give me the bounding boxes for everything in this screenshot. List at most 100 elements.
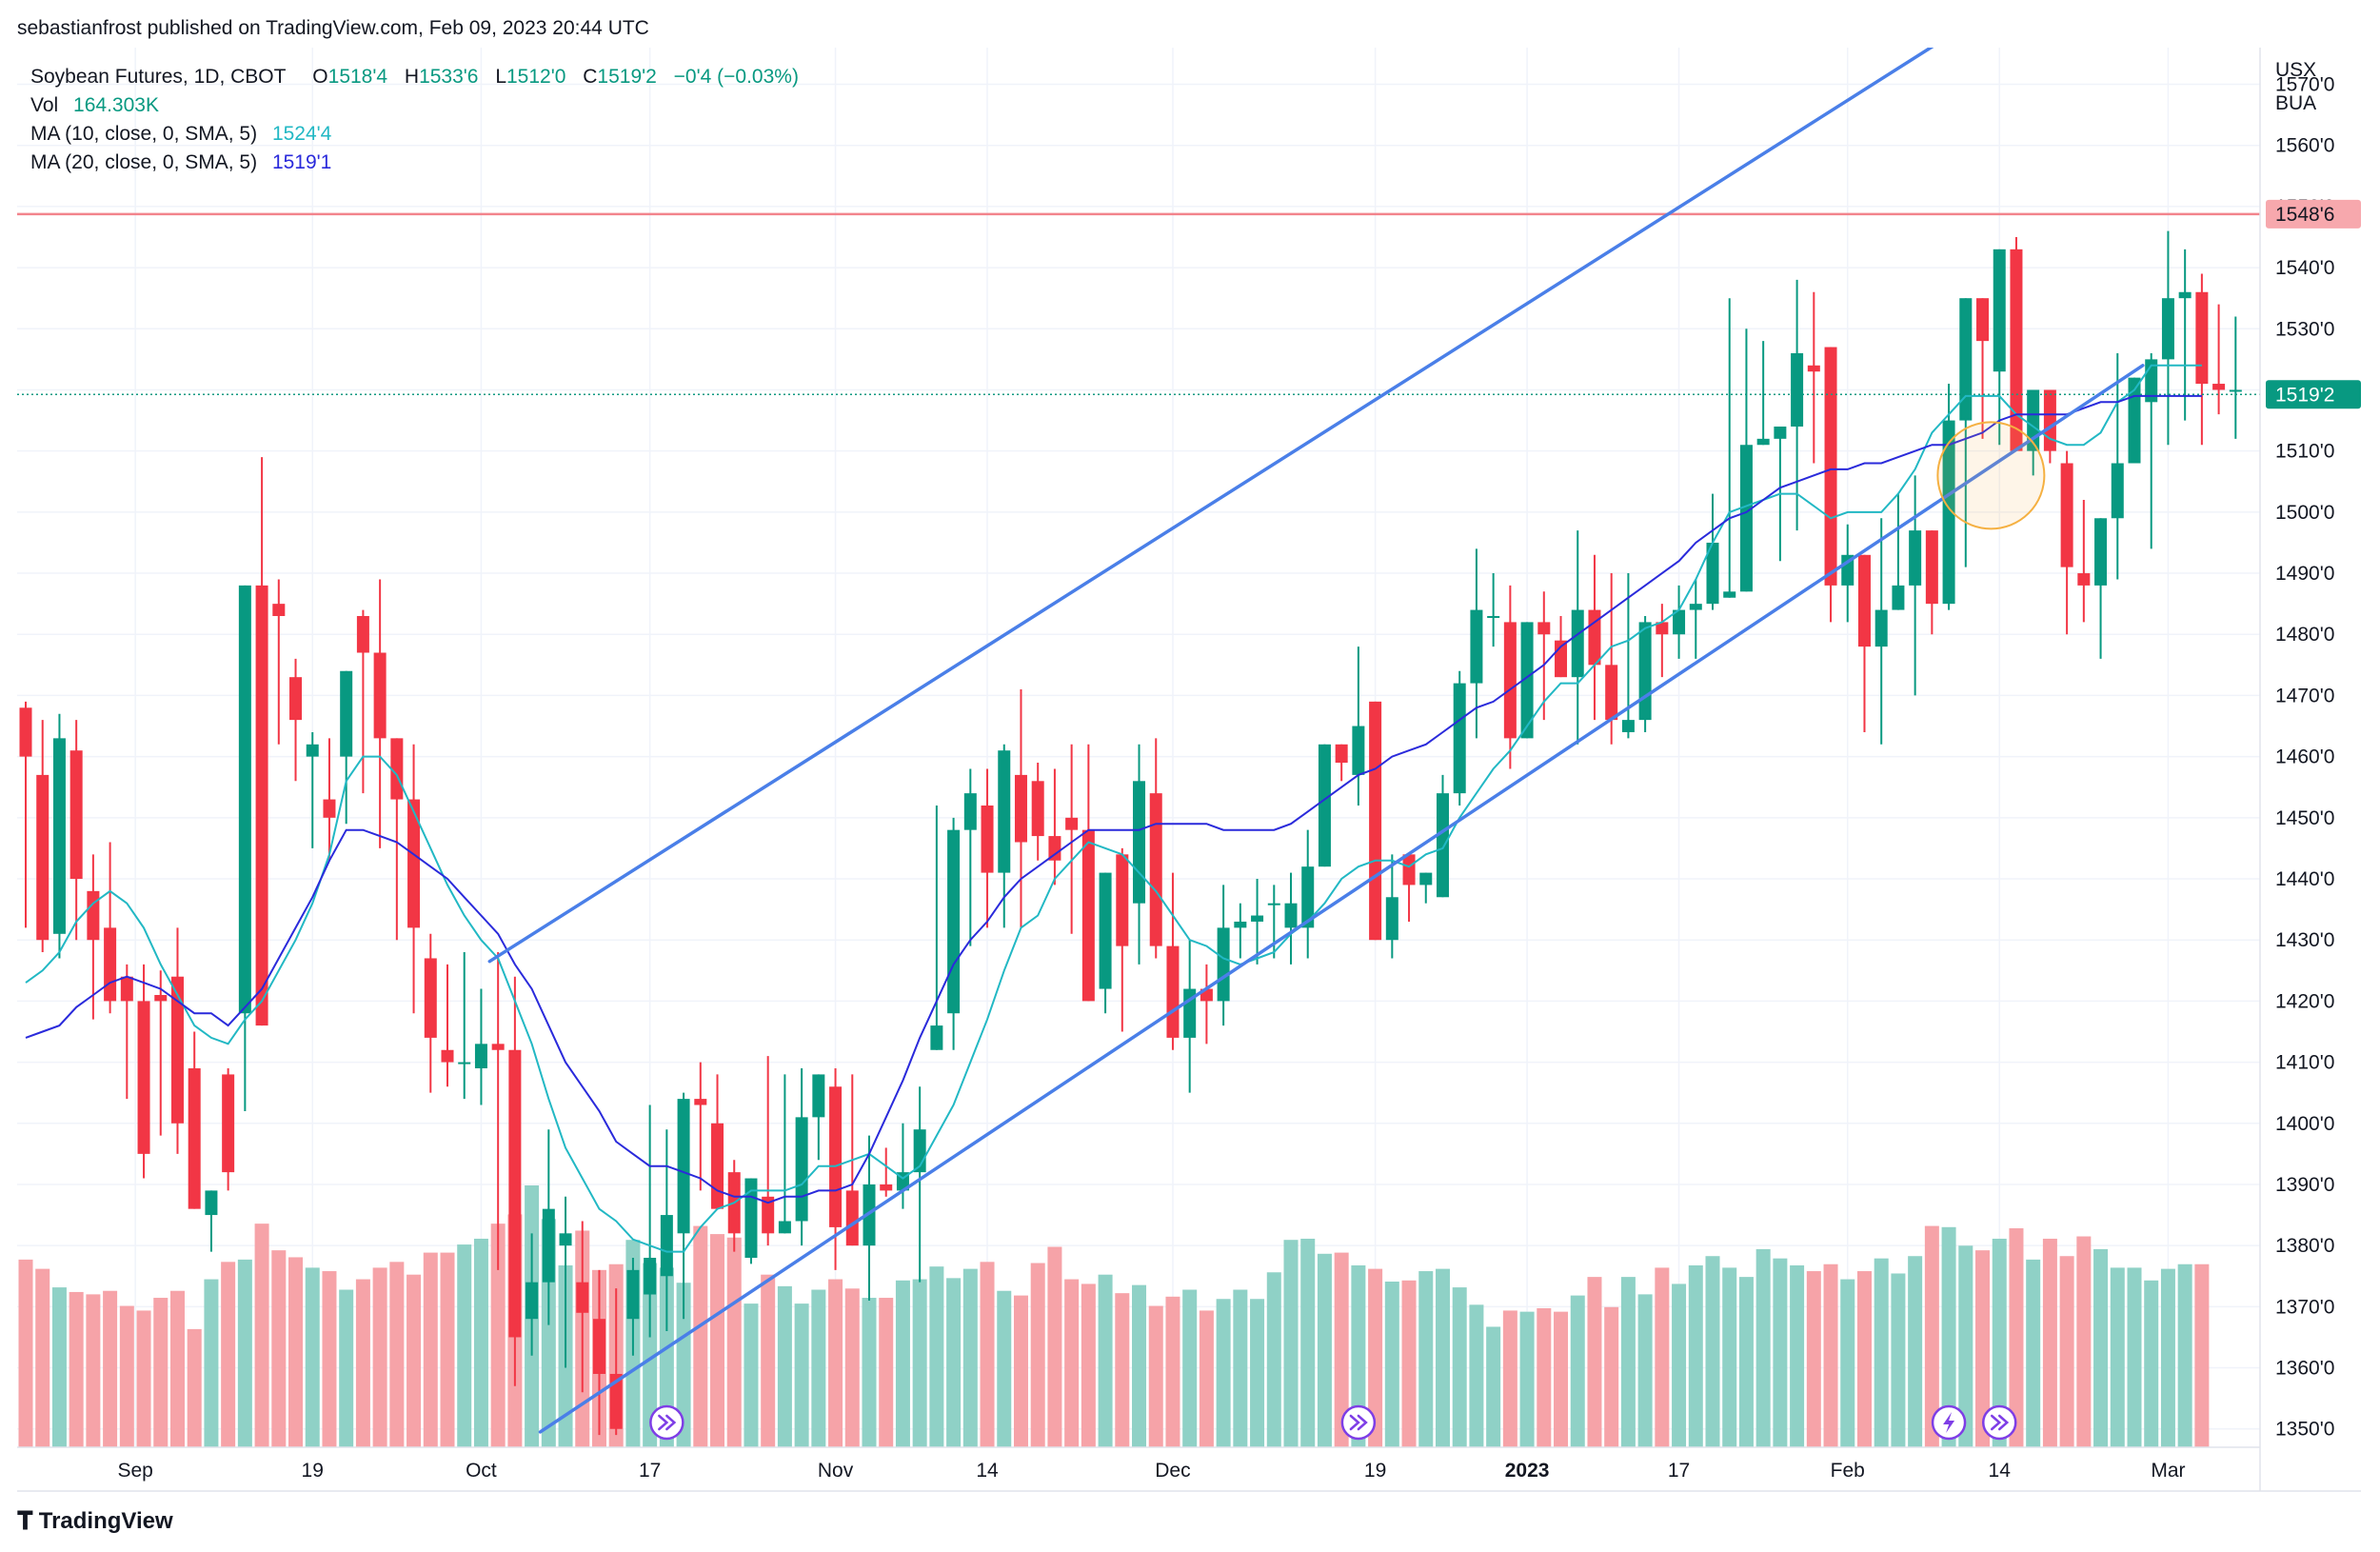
volume-bar — [1874, 1258, 1889, 1447]
resistance-price-badge-label: 1548'6 — [2275, 204, 2334, 226]
candle-body — [87, 890, 100, 941]
channel-upper-line[interactable] — [487, 0, 2008, 964]
candle-body — [19, 707, 32, 757]
candle-body — [1149, 793, 1162, 946]
brand-footer[interactable]: 𝐓 TradingView — [17, 1506, 173, 1537]
price-tick-label: 1360'0 — [2275, 1358, 2334, 1380]
candle-body — [1857, 554, 1871, 647]
candle-body — [963, 793, 977, 830]
candle-body — [1874, 609, 1888, 647]
volume-bar — [2009, 1228, 2024, 1447]
candle-body — [1756, 438, 1770, 446]
volume-bar — [1401, 1280, 1417, 1447]
volume-bar — [119, 1305, 134, 1447]
candle-body — [778, 1221, 791, 1234]
candle-body — [2094, 518, 2108, 586]
volume-bar — [237, 1259, 252, 1447]
candle-body — [458, 1062, 471, 1065]
candlestick-series — [17, 230, 2260, 1436]
volume-bar — [153, 1298, 169, 1447]
candle-body — [1470, 609, 1483, 684]
volume-bar — [1502, 1310, 1517, 1447]
volume-bar — [1722, 1267, 1737, 1447]
trend-channel[interactable] — [487, 0, 2145, 1434]
legend-ma10-row[interactable]: MA (10, close, 0, SMA, 5) 1524'4 — [30, 120, 799, 149]
candle-body — [1571, 609, 1584, 678]
volume-bar — [2110, 1267, 2125, 1447]
price-tick-label: 1410'0 — [2275, 1052, 2334, 1074]
ma10-value: 1524'4 — [271, 123, 332, 145]
price-tick-label: 1400'0 — [2275, 1113, 2334, 1135]
candle-body — [170, 976, 184, 1124]
candle-body — [1065, 817, 1079, 830]
candle-body — [373, 652, 387, 739]
candle-body — [576, 1282, 589, 1313]
candle-body — [1436, 793, 1449, 898]
candle-body — [2195, 291, 2209, 385]
volume-bar — [51, 1287, 67, 1447]
candle-body — [1048, 836, 1061, 861]
volume-bar — [912, 1279, 927, 1447]
volume-bar — [1047, 1246, 1062, 1447]
resistance-price-badge[interactable] — [2266, 199, 2361, 229]
ma20-line — [25, 394, 2202, 1204]
volume-bar — [761, 1274, 776, 1447]
candle-body — [1976, 298, 1990, 342]
legend-volume-row[interactable]: Vol 164.303K — [30, 91, 799, 120]
high-value: 1533'6 — [419, 66, 479, 88]
event-markers[interactable] — [649, 1404, 2017, 1441]
candle-body — [1824, 347, 1837, 586]
volume-bar — [254, 1224, 269, 1447]
candle-body — [660, 1215, 673, 1277]
volume-bar — [1384, 1281, 1399, 1447]
close-key: C — [583, 66, 598, 88]
candle-body — [644, 1258, 657, 1295]
price-tick-label: 1470'0 — [2275, 685, 2334, 706]
channel-lower-line[interactable] — [538, 364, 2145, 1434]
volume-bar — [1637, 1294, 1653, 1447]
time-axis[interactable]: Sep 19 Oct 17 Nov 14 Dec 19 2023 17 Feb 14 Mar — [117, 1460, 2185, 1482]
candle-body — [1487, 615, 1500, 618]
candle-body — [306, 744, 319, 757]
legend-ma20-row[interactable]: MA (20, close, 0, SMA, 5) 1519'1 — [30, 149, 799, 177]
volume-bar — [1013, 1295, 1028, 1447]
volume-bar — [2076, 1236, 2092, 1447]
candle-body — [1807, 365, 1820, 372]
candle-body — [711, 1123, 724, 1209]
candle-body — [1301, 866, 1315, 928]
time-tick-label: 19 — [1364, 1460, 1386, 1482]
symbol-title[interactable]: Soybean Futures, 1D, CBOT — [30, 66, 287, 88]
candle-body — [188, 1068, 201, 1209]
candle-body — [1352, 726, 1365, 775]
candle-body — [1284, 903, 1298, 928]
candle-body — [1892, 585, 1905, 610]
candle-body — [1605, 665, 1618, 721]
candle-body — [1638, 622, 1652, 721]
moving-averages — [25, 364, 2202, 1253]
last-price-badge[interactable] — [2266, 380, 2361, 409]
volume-bar — [1856, 1271, 1872, 1447]
candle-body — [1031, 781, 1044, 837]
volume-bars — [18, 1185, 2210, 1447]
ma20-label: MA (20, close, 0, SMA, 5) — [30, 151, 258, 173]
volume-bar — [440, 1252, 455, 1447]
volume-bar — [1165, 1296, 1180, 1447]
volume-bar — [1266, 1272, 1281, 1447]
candle-body — [205, 1190, 218, 1216]
legend-ohlc-row[interactable]: Soybean Futures, 1D, CBOT O1518'4 H1533'… — [30, 63, 799, 91]
volume-bar — [1148, 1305, 1163, 1447]
price-axis[interactable]: 1350'0 1360'0 1370'0 1380'0 1390'0 1400'0 1410… — [2266, 74, 2361, 1441]
double-chevron-icon — [1990, 1414, 2010, 1431]
volume-bar — [1738, 1277, 1754, 1447]
highlight-circle[interactable] — [1936, 421, 2046, 530]
volume-bar — [18, 1259, 33, 1447]
volume-bar — [1115, 1293, 1130, 1447]
candle-body — [441, 1049, 454, 1063]
volume-bar — [187, 1328, 202, 1447]
volume-bar — [1317, 1253, 1332, 1447]
volume-bar — [1537, 1307, 1552, 1447]
candle-body — [1014, 774, 1027, 843]
volume-bar — [929, 1266, 944, 1447]
volume-bar — [1806, 1271, 1821, 1447]
